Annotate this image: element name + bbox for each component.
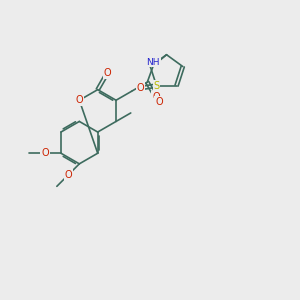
Text: NH: NH <box>146 58 160 67</box>
Text: O: O <box>136 83 144 93</box>
Text: O: O <box>152 92 160 102</box>
Text: O: O <box>103 68 111 78</box>
Text: O: O <box>41 148 49 158</box>
Text: O: O <box>64 170 72 180</box>
Text: O: O <box>155 97 163 107</box>
Text: O: O <box>76 95 83 105</box>
Text: S: S <box>153 81 160 91</box>
